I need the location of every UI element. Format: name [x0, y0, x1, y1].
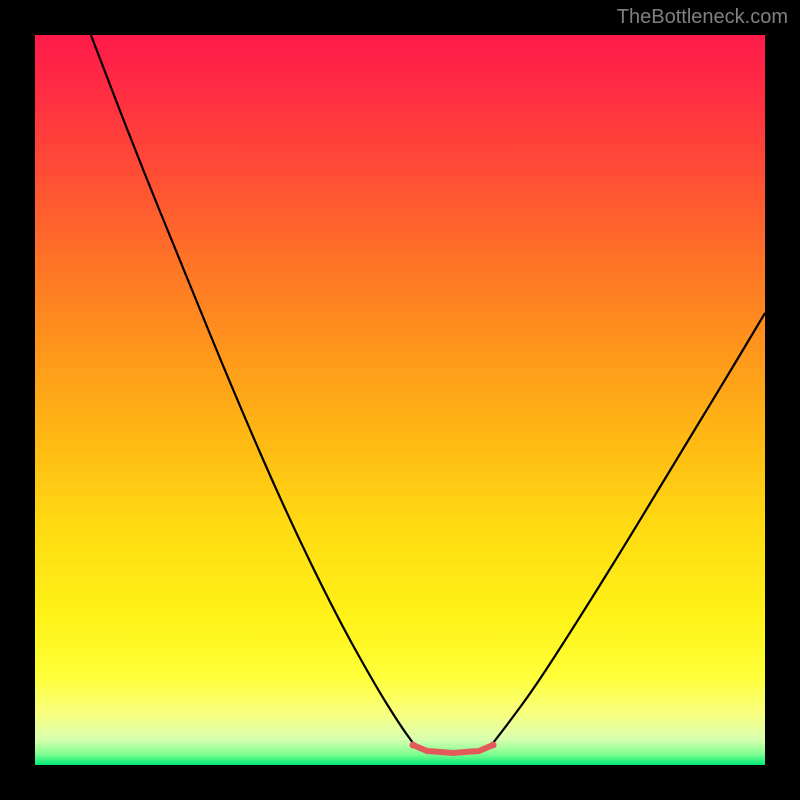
- watermark-text: TheBottleneck.com: [617, 6, 788, 29]
- curve-layer: [35, 35, 765, 765]
- chart-area: [35, 35, 765, 765]
- curve-right-branch: [493, 313, 765, 743]
- curve-left-branch: [89, 35, 413, 743]
- bottom-segment: [413, 745, 493, 753]
